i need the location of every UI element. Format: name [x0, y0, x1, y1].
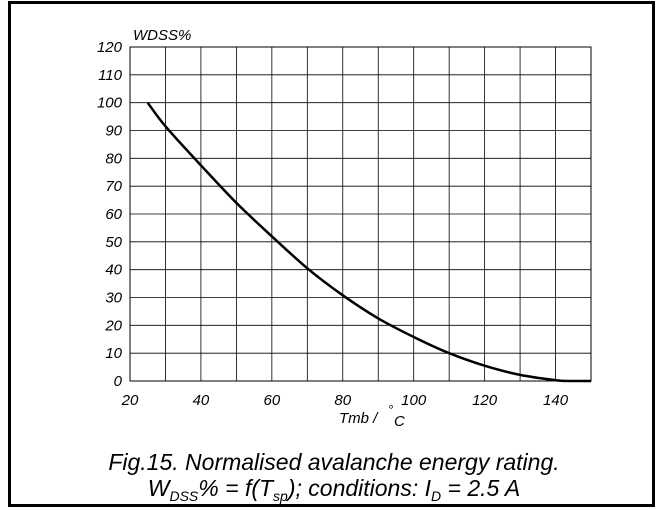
x-tick-label: 120	[472, 392, 498, 409]
figure-caption-line2: WDSS% = f(Tsp); conditions: ID = 2.5 A	[0, 474, 668, 510]
y-tick-label: 100	[97, 95, 123, 112]
x-axis-degree: °	[388, 402, 393, 417]
caption-mid: % = f(T	[198, 475, 274, 501]
y-tick-labels: 0 10 20 30 40 50 60 70 80 90 100 110 120	[97, 39, 123, 390]
y-tick-label: 40	[105, 262, 122, 279]
x-tick-label: 60	[264, 392, 281, 409]
y-tick-label: 60	[105, 206, 122, 223]
y-tick-label: 120	[97, 39, 123, 56]
y-tick-label: 20	[104, 317, 122, 334]
x-tick-label: 40	[193, 392, 210, 409]
y-tick-label: 70	[105, 178, 122, 195]
x-tick-label: 80	[334, 392, 351, 409]
y-axis-label: WDSS%	[133, 27, 191, 44]
x-axis-unit: C	[394, 413, 405, 430]
y-tick-label: 110	[98, 67, 123, 84]
caption-end: = 2.5 A	[441, 475, 521, 501]
x-tick-label: 20	[121, 392, 139, 409]
x-tick-labels: 20 40 60 80 100 120 140	[121, 392, 569, 409]
figure-caption-line1: Fig.15. Normalised avalanche energy rati…	[108, 449, 560, 475]
y-tick-label: 0	[114, 373, 123, 390]
caption-t-sub: sp	[273, 488, 288, 504]
caption-i-sub: D	[431, 488, 442, 504]
y-tick-label: 80	[105, 150, 122, 167]
x-tick-label: 100	[401, 392, 427, 409]
y-tick-label: 30	[105, 290, 122, 307]
avalanche-energy-chart: 0 10 20 30 40 50 60 70 80 90 100 110 120 20 40 60 80 100…	[97, 27, 592, 430]
x-tick-label: 140	[543, 392, 569, 409]
caption-w-sub: DSS	[169, 488, 199, 504]
y-tick-label: 90	[105, 123, 122, 140]
y-tick-label: 50	[105, 234, 122, 251]
caption-tail: ); conditions: I	[287, 475, 432, 501]
series-line	[146, 101, 592, 383]
x-axis-label: Tmb /	[339, 410, 379, 427]
y-tick-label: 10	[105, 345, 122, 362]
caption-w: W	[147, 475, 170, 501]
grid-lines	[130, 47, 591, 381]
